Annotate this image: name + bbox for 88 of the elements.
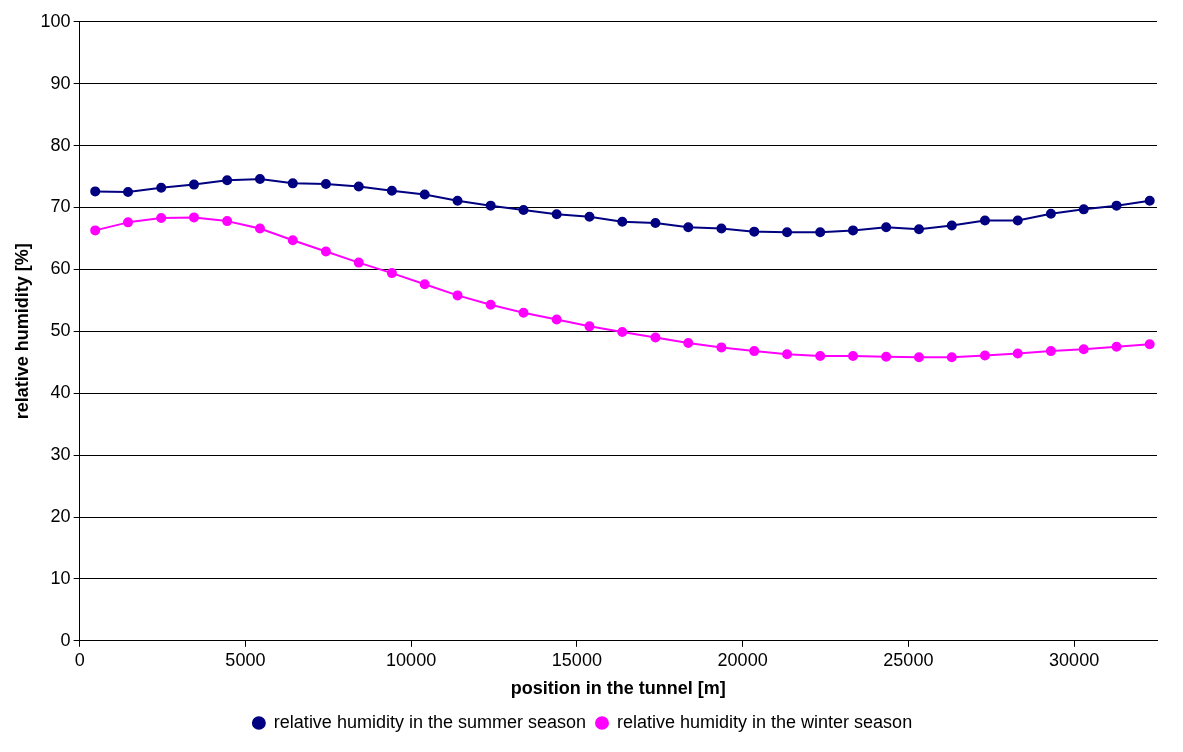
y-tick-label: 70 bbox=[50, 196, 71, 217]
point bbox=[1045, 346, 1056, 357]
point bbox=[815, 227, 826, 238]
point bbox=[452, 290, 463, 301]
point bbox=[254, 174, 265, 185]
point bbox=[386, 268, 397, 279]
point bbox=[452, 195, 463, 206]
y-tick-label: 90 bbox=[50, 72, 71, 93]
y-tick-label: 100 bbox=[40, 10, 71, 31]
legend-label: relative humidity in the winter season bbox=[616, 711, 913, 732]
point bbox=[650, 217, 661, 228]
x-tick-label: 30000 bbox=[1049, 649, 1100, 670]
point bbox=[913, 352, 924, 363]
point bbox=[946, 220, 957, 231]
point bbox=[946, 352, 957, 363]
x-axis-title: position in the tunnel [m] bbox=[510, 678, 726, 699]
point bbox=[848, 351, 859, 362]
point bbox=[287, 235, 298, 246]
y-tick-label: 10 bbox=[50, 567, 71, 588]
point bbox=[749, 226, 760, 237]
point bbox=[485, 299, 496, 310]
point bbox=[584, 211, 595, 222]
point bbox=[353, 257, 364, 268]
y-tick-label: 60 bbox=[50, 258, 71, 279]
point bbox=[156, 213, 167, 224]
x-tick-label: 15000 bbox=[551, 649, 602, 670]
point bbox=[1012, 215, 1023, 226]
point bbox=[551, 209, 562, 220]
point bbox=[189, 179, 199, 190]
y-tick-label: 80 bbox=[50, 134, 71, 155]
point bbox=[979, 215, 990, 226]
point bbox=[518, 204, 529, 215]
point bbox=[419, 189, 430, 200]
point bbox=[584, 321, 595, 332]
point bbox=[90, 225, 101, 236]
point bbox=[1012, 348, 1023, 359]
point bbox=[386, 185, 397, 196]
point bbox=[1045, 208, 1056, 219]
point bbox=[1078, 344, 1089, 355]
point bbox=[848, 225, 859, 236]
legend-label: relative humidity in the summer season bbox=[273, 711, 586, 732]
point bbox=[1111, 341, 1122, 352]
point bbox=[683, 222, 694, 233]
point bbox=[320, 246, 331, 257]
point bbox=[1078, 204, 1089, 215]
point bbox=[749, 346, 760, 357]
point bbox=[485, 200, 496, 211]
point bbox=[1111, 200, 1122, 211]
point bbox=[222, 216, 233, 227]
point bbox=[419, 279, 430, 290]
y-tick-label: 0 bbox=[60, 629, 71, 650]
point bbox=[254, 223, 265, 234]
x-tick-label: 10000 bbox=[386, 649, 437, 670]
point bbox=[782, 349, 793, 360]
x-tick-label: 20000 bbox=[717, 649, 768, 670]
point bbox=[881, 351, 892, 362]
point bbox=[320, 178, 331, 189]
y-tick-label: 20 bbox=[50, 505, 71, 526]
y-tick-label: 40 bbox=[50, 382, 71, 403]
point bbox=[156, 182, 167, 193]
point bbox=[617, 326, 628, 337]
x-tick-label: 5000 bbox=[225, 649, 266, 670]
point bbox=[815, 351, 826, 362]
x-tick-label: 0 bbox=[74, 649, 85, 670]
y-tick-label: 30 bbox=[50, 444, 71, 465]
point bbox=[123, 217, 134, 228]
point bbox=[353, 181, 364, 192]
point bbox=[617, 216, 628, 227]
point bbox=[913, 224, 924, 235]
point bbox=[287, 178, 298, 189]
point bbox=[1144, 195, 1155, 206]
point bbox=[189, 212, 199, 223]
point bbox=[979, 350, 990, 361]
point bbox=[716, 223, 727, 234]
point bbox=[123, 187, 134, 198]
point bbox=[90, 186, 101, 197]
point bbox=[518, 307, 529, 318]
point bbox=[551, 314, 562, 325]
point bbox=[881, 222, 892, 233]
y-axis-title: relative humidity [%] bbox=[11, 243, 32, 420]
point bbox=[716, 342, 727, 353]
point bbox=[222, 175, 233, 186]
point bbox=[683, 338, 694, 349]
x-tick-label: 25000 bbox=[883, 649, 934, 670]
point bbox=[782, 227, 793, 238]
point bbox=[650, 332, 661, 343]
point bbox=[1144, 339, 1155, 350]
y-tick-label: 50 bbox=[50, 320, 71, 341]
